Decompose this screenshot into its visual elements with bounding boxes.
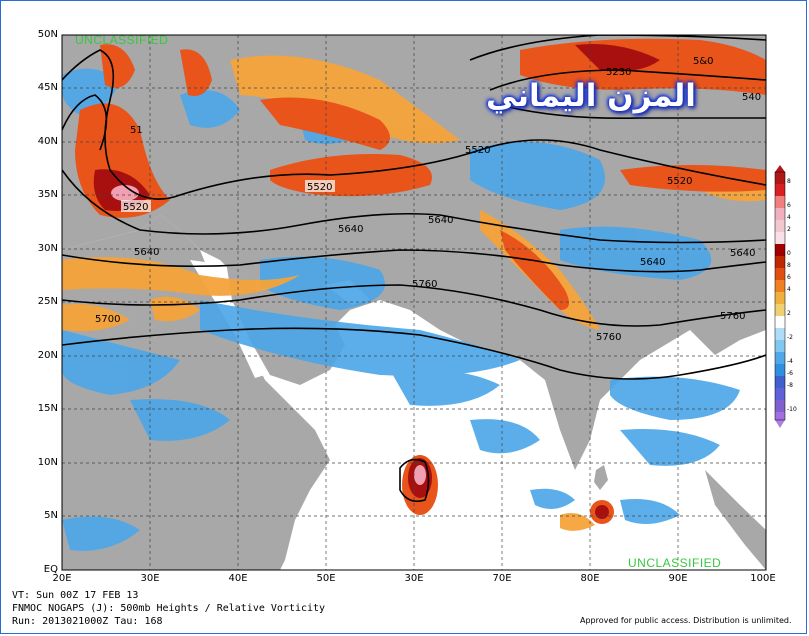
contour-label: 5520 [123, 202, 148, 213]
watermark-text: المزن اليماني [486, 78, 696, 114]
legend-label: 0 [787, 250, 791, 257]
contour-label: 5520 [465, 145, 490, 156]
classification-top: UNCLASSIFIED [75, 33, 169, 47]
legend-label: 6 [787, 274, 791, 281]
land-sumatra [705, 470, 766, 570]
contour-label: 5760 [596, 332, 621, 343]
contour-label: 540 [742, 92, 761, 103]
product-description: FNMOC NOGAPS (J): 500mb Heights / Relati… [12, 603, 326, 614]
legend-label: -8 [787, 382, 793, 389]
legend-label: 6 [787, 202, 791, 209]
contour-label: 5760 [720, 311, 745, 322]
land-sri-lanka [594, 465, 608, 490]
contour-label: 5520 [307, 182, 332, 193]
distribution-statement: Approved for public access. Distribution… [580, 616, 792, 625]
lat-label: 35N [37, 189, 58, 200]
contour-label-group: 5520 5520 5520 5520 5640 5640 5640 5640 … [95, 56, 761, 343]
lat-label: 25N [37, 296, 58, 307]
land-africa [62, 215, 330, 570]
graticule [62, 35, 766, 570]
legend-label: 4 [787, 214, 791, 221]
contour-label: 5640 [730, 248, 755, 259]
color-legend [774, 165, 786, 428]
height-contours [62, 35, 766, 503]
lat-label: 5N [44, 510, 58, 521]
run-info: Run: 2013021000Z Tau: 168 [12, 616, 163, 627]
legend-label: -10 [787, 406, 797, 413]
legend-label: -4 [787, 358, 793, 365]
lon-label: 20E [52, 573, 72, 584]
contour-label: 5&0 [693, 56, 714, 67]
lon-label: 90E [668, 573, 688, 584]
lat-label: 40N [37, 136, 58, 147]
lat-label: 50N [37, 29, 58, 40]
contour-label: 5700 [95, 314, 120, 325]
lon-label: 30E [140, 573, 160, 584]
legend-label: 8 [787, 262, 791, 269]
contour-label: 5640 [338, 224, 363, 235]
lat-label: 15N [37, 403, 58, 414]
lat-label: 30N [37, 243, 58, 254]
legend-label: -2 [787, 334, 793, 341]
contour-label: 5520 [667, 176, 692, 187]
lon-label: 30E [404, 573, 424, 584]
legend-label: -6 [787, 370, 793, 377]
contour-label: 5640 [428, 215, 453, 226]
contour-label: 5640 [640, 257, 665, 268]
lat-label: 45N [37, 82, 58, 93]
lat-label: EQ [43, 564, 58, 575]
valid-time: VT: Sun 00Z 17 FEB 13 [12, 590, 139, 601]
lon-label: 40E [228, 573, 248, 584]
lat-label: 10N [37, 457, 58, 468]
legend-label: 4 [787, 286, 791, 293]
map-border [61, 34, 767, 571]
legend-label: 8 [787, 178, 791, 185]
lon-label: 100E [750, 573, 776, 584]
lon-label: 80E [580, 573, 600, 584]
legend-label: 2 [787, 310, 791, 317]
classification-bottom: UNCLASSIFIED [628, 556, 722, 570]
contour-label: 5640 [134, 247, 159, 258]
lon-label: 70E [492, 573, 512, 584]
contour-label: 51 [130, 125, 143, 136]
contour-label: 5760 [412, 279, 437, 290]
contour-label: 5230 [606, 67, 631, 78]
lon-label: 50E [316, 573, 336, 584]
legend-label: 2 [787, 226, 791, 233]
lat-label: 20N [37, 350, 58, 361]
